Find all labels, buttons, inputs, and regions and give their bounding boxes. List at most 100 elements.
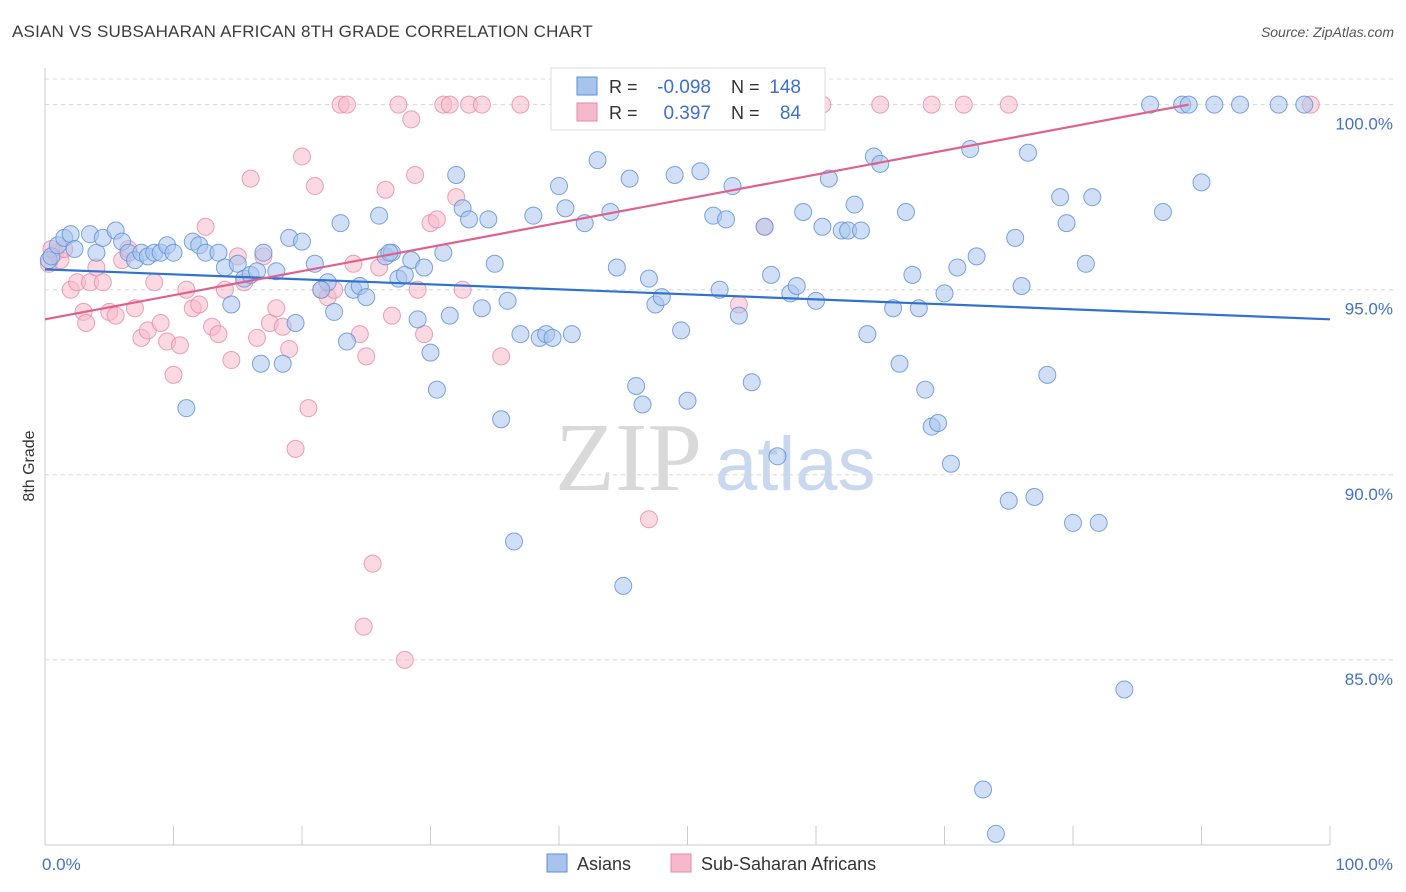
bottom-legend-swatch-african — [670, 853, 692, 873]
x-tick-label-max: 100.0% — [1335, 855, 1393, 874]
point-african — [93, 273, 112, 292]
point-asians — [967, 247, 986, 266]
point-african — [190, 295, 209, 314]
point-african — [164, 365, 183, 384]
point-asians — [717, 210, 736, 229]
point-asians — [1192, 173, 1211, 192]
point-asians — [485, 254, 504, 273]
point-african — [639, 510, 658, 529]
trend-line-african — [44, 103, 1189, 321]
point-asians — [1025, 488, 1044, 507]
point-asians — [787, 277, 806, 296]
point-african — [363, 554, 382, 573]
point-asians — [665, 165, 684, 184]
y-tick-label: 85.0% — [1345, 670, 1393, 689]
point-african — [408, 280, 427, 299]
x-tick-label-min: 0.0% — [42, 855, 81, 874]
point-asians — [929, 413, 948, 432]
point-asians — [819, 169, 838, 188]
point-african — [357, 347, 376, 366]
point-asians — [884, 299, 903, 318]
watermark-zip: ZIP — [555, 404, 702, 512]
point-asians — [293, 232, 311, 251]
point-asians — [209, 243, 228, 262]
point-asians — [588, 151, 607, 170]
legend-r-value-african: 0.397 — [663, 103, 711, 124]
point-african — [305, 177, 324, 196]
legend-r-label-asians: R = — [609, 77, 638, 97]
point-asians — [1295, 95, 1314, 114]
point-asians — [851, 221, 870, 240]
point-asians — [607, 258, 626, 277]
point-african — [954, 95, 973, 114]
legend-n-value-asians: 148 — [769, 77, 801, 98]
point-asians — [1006, 228, 1025, 247]
point-asians — [999, 491, 1018, 510]
point-asians — [941, 454, 960, 473]
point-asians — [742, 373, 761, 392]
point-asians — [890, 354, 909, 373]
y-tick-label: 95.0% — [1345, 300, 1393, 319]
point-african — [402, 110, 421, 129]
point-asians — [505, 532, 524, 551]
point-african — [170, 336, 189, 355]
legend-swatch-african — [576, 102, 598, 122]
y-tick-label: 90.0% — [1345, 485, 1393, 504]
point-asians — [357, 288, 376, 307]
point-asians — [177, 399, 196, 418]
point-asians — [325, 302, 344, 321]
point-african — [267, 299, 286, 318]
point-asians — [1083, 188, 1102, 207]
point-asians — [639, 269, 658, 288]
point-asians — [845, 195, 864, 214]
point-african — [427, 210, 446, 229]
watermark: ZIP atlas — [555, 404, 876, 512]
point-asians — [614, 576, 633, 595]
point-asians — [370, 206, 389, 225]
point-asians — [447, 165, 466, 184]
bottom-legend: Asians Sub-Saharan Africans — [546, 853, 876, 874]
point-african — [344, 254, 363, 273]
point-african — [376, 180, 395, 199]
point-asians — [807, 291, 825, 310]
point-asians — [729, 306, 748, 325]
point-asians — [87, 243, 106, 262]
point-asians — [286, 314, 305, 333]
point-asians — [768, 447, 787, 466]
point-asians — [543, 328, 562, 347]
point-asians — [948, 258, 967, 277]
point-asians — [1115, 680, 1134, 699]
point-african — [382, 306, 401, 325]
point-asians — [1057, 214, 1076, 233]
point-asians — [337, 332, 356, 351]
point-asians — [1019, 143, 1038, 162]
point-asians — [1141, 95, 1160, 114]
point-asians — [1076, 254, 1095, 273]
point-asians — [903, 265, 922, 284]
point-african — [389, 95, 408, 114]
point-asians — [1089, 513, 1108, 532]
point-asians — [1205, 95, 1224, 114]
trend-line-asians — [44, 268, 1331, 321]
point-african — [299, 399, 318, 418]
point-asians — [312, 280, 331, 299]
point-asians — [652, 288, 671, 307]
point-african — [286, 439, 305, 458]
bottom-legend-african: Sub-Saharan Africans — [701, 854, 876, 874]
bottom-legend-swatch-asians — [546, 853, 568, 873]
point-african — [145, 273, 164, 292]
point-asians — [762, 265, 781, 284]
point-african — [453, 280, 472, 299]
point-asians — [710, 280, 729, 299]
point-asians — [678, 391, 697, 410]
point-asians — [633, 395, 652, 414]
legend-n-label-african: N = — [731, 103, 760, 123]
point-african — [222, 351, 241, 370]
point-asians — [222, 295, 241, 314]
y-axis-label: 8th Grade — [21, 430, 38, 501]
point-asians — [986, 824, 1005, 843]
point-asians — [524, 206, 543, 225]
point-asians — [916, 380, 935, 399]
point-asians — [498, 291, 517, 310]
point-african — [293, 147, 311, 166]
